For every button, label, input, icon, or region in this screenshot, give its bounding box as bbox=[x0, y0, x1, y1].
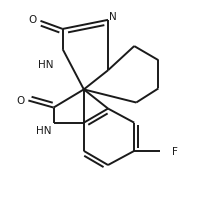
Text: O: O bbox=[28, 15, 36, 25]
Text: F: F bbox=[172, 146, 177, 156]
Text: N: N bbox=[109, 12, 117, 22]
Text: HN: HN bbox=[36, 125, 51, 135]
Text: O: O bbox=[16, 96, 24, 106]
Text: HN: HN bbox=[38, 60, 53, 70]
